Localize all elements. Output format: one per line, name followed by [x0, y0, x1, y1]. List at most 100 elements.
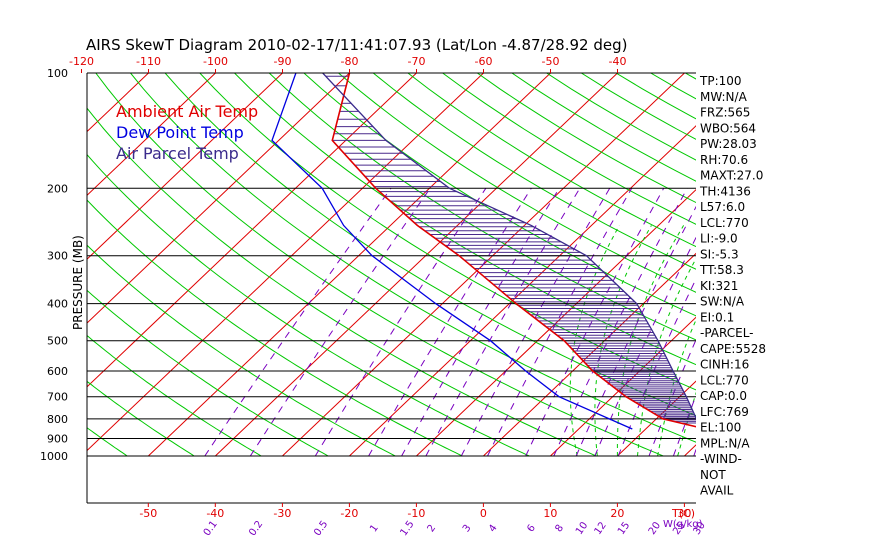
dry-adiabat-line	[87, 427, 128, 457]
isotherm-line	[87, 73, 216, 197]
bottom-tick-label: 0	[480, 507, 487, 520]
isotherm-line	[818, 73, 870, 456]
stat-line: EL:100	[700, 421, 741, 435]
isotherm-line	[87, 73, 350, 324]
stat-line: TT:58.3	[699, 263, 744, 277]
stat-line: CINH:16	[700, 358, 749, 372]
series-line	[322, 73, 696, 420]
top-tick-label: -120	[69, 55, 94, 68]
isotherm-line	[0, 73, 15, 456]
t-unit-label: T(C)	[671, 507, 695, 520]
stat-line: CAPE:5528	[700, 342, 766, 356]
pressure-tick-label: 1000	[40, 450, 68, 463]
pressure-tick-label: 900	[47, 433, 68, 446]
mixing-ratio-line	[368, 188, 532, 457]
dry-adiabat-line	[87, 153, 530, 457]
top-tick-label: -90	[274, 55, 292, 68]
stat-line: TH:4136	[699, 184, 751, 198]
mixing-ratio-label: 3	[461, 523, 474, 535]
isotherm-line	[87, 73, 283, 260]
dry-adiabat-line	[789, 73, 870, 456]
stat-line: -WIND-	[700, 452, 742, 466]
isotherm-line	[0, 73, 82, 456]
dry-adiabat-line	[372, 73, 696, 270]
isotherm-line	[751, 73, 870, 456]
mixing-ratio-label: 0.2	[247, 519, 265, 538]
dry-adiabat-line	[859, 73, 870, 456]
mixing-ratio-label: 1.5	[398, 519, 416, 538]
moist-adiabat-line	[637, 257, 696, 457]
mixing-ratio-line	[575, 205, 696, 457]
moist-adiabat-line	[657, 318, 696, 457]
top-tick-label: -80	[341, 55, 359, 68]
dry-adiabat-line	[87, 289, 329, 457]
stat-line: RH:70.6	[700, 153, 748, 167]
pressure-tick-label: 600	[47, 365, 68, 378]
profile-lines	[271, 73, 696, 430]
legend-entry: Dew Point Temp	[116, 123, 244, 142]
stat-line: LI:-9.0	[700, 232, 738, 246]
stat-line: MPL:N/A	[700, 436, 750, 450]
bottom-tick-label: 10	[543, 507, 557, 520]
stat-line: LCL:770	[700, 373, 749, 387]
dry-adiabat-line	[87, 199, 463, 457]
stat-line: LCL:770	[700, 216, 749, 230]
legend: Ambient Air Temp Dew Point Temp Air Parcel…	[116, 102, 258, 163]
dry-adiabat-line	[234, 73, 696, 366]
mixing-ratio-label: 15	[616, 520, 632, 537]
bottom-tick-label: 20	[610, 507, 624, 520]
pressure-tick-label: 800	[47, 413, 68, 426]
mixing-ratio-label: 4	[487, 523, 500, 535]
legend-entry: Ambient Air Temp	[116, 102, 258, 121]
bottom-tick-label: -50	[139, 507, 157, 520]
stat-line: MW:N/A	[700, 90, 748, 104]
pressure-tick-label: 700	[47, 391, 68, 404]
pressure-tick-label: 500	[47, 335, 68, 348]
stat-line: KI:321	[700, 279, 738, 293]
top-tick-label: -40	[609, 55, 627, 68]
stat-line: FRZ:565	[700, 106, 750, 120]
stat-line: L57:6.0	[700, 200, 745, 214]
bottom-tick-label: -10	[407, 507, 425, 520]
dry-adiabat-line	[824, 73, 870, 456]
mixing-ratio-label: 12	[593, 520, 609, 537]
isotherm-line	[214, 73, 618, 457]
stat-line: EI:0.1	[700, 310, 734, 324]
dry-adiabat-line	[303, 73, 696, 317]
stat-line: CAP:0.0	[700, 389, 747, 403]
stat-line: SW:N/A	[700, 295, 745, 309]
mixing-ratio-label: 0.1	[202, 519, 220, 538]
pressure-tick-label: 200	[47, 182, 68, 195]
mixing-ratio-label: 8	[553, 523, 566, 535]
stat-line: SI:-5.3	[700, 247, 739, 261]
mixing-ratio-label: 6	[525, 523, 538, 535]
stat-line: AVAIL	[700, 484, 734, 498]
dry-adiabat-line	[164, 73, 696, 417]
bottom-tick-label: -20	[340, 507, 358, 520]
chart-title: AIRS SkewT Diagram 2010-02-17/11:41:07.9…	[86, 36, 627, 54]
dry-adiabat-line	[87, 380, 195, 457]
legend-entry: Air Parcel Temp	[116, 144, 239, 163]
dry-adiabat-line	[87, 107, 597, 457]
isotherm-line	[87, 73, 484, 452]
moist-adiabat-line	[738, 225, 870, 456]
isotherm-line	[483, 252, 696, 457]
pressure-tick-label: 300	[47, 250, 68, 263]
stat-line: LFC:769	[700, 405, 749, 419]
isotherm-line	[87, 73, 417, 388]
pressure-tick-label: 400	[47, 298, 68, 311]
mixing-ratio-label: 10	[574, 520, 590, 537]
top-tick-label: -70	[408, 55, 426, 68]
stat-line: MAXT:27.0	[700, 169, 763, 183]
stat-line: TP:100	[699, 74, 742, 88]
bottom-tick-label: -40	[206, 507, 224, 520]
mixing-unit-label: W(g/kg)	[663, 519, 703, 530]
mixing-ratio-label: 0.5	[312, 519, 330, 538]
dry-adiabat-line	[87, 244, 396, 457]
top-tick-label: -100	[203, 55, 228, 68]
dry-adiabat-line	[87, 334, 262, 457]
dry-adiabat-line	[338, 73, 696, 293]
dry-adiabat-line	[407, 73, 696, 248]
